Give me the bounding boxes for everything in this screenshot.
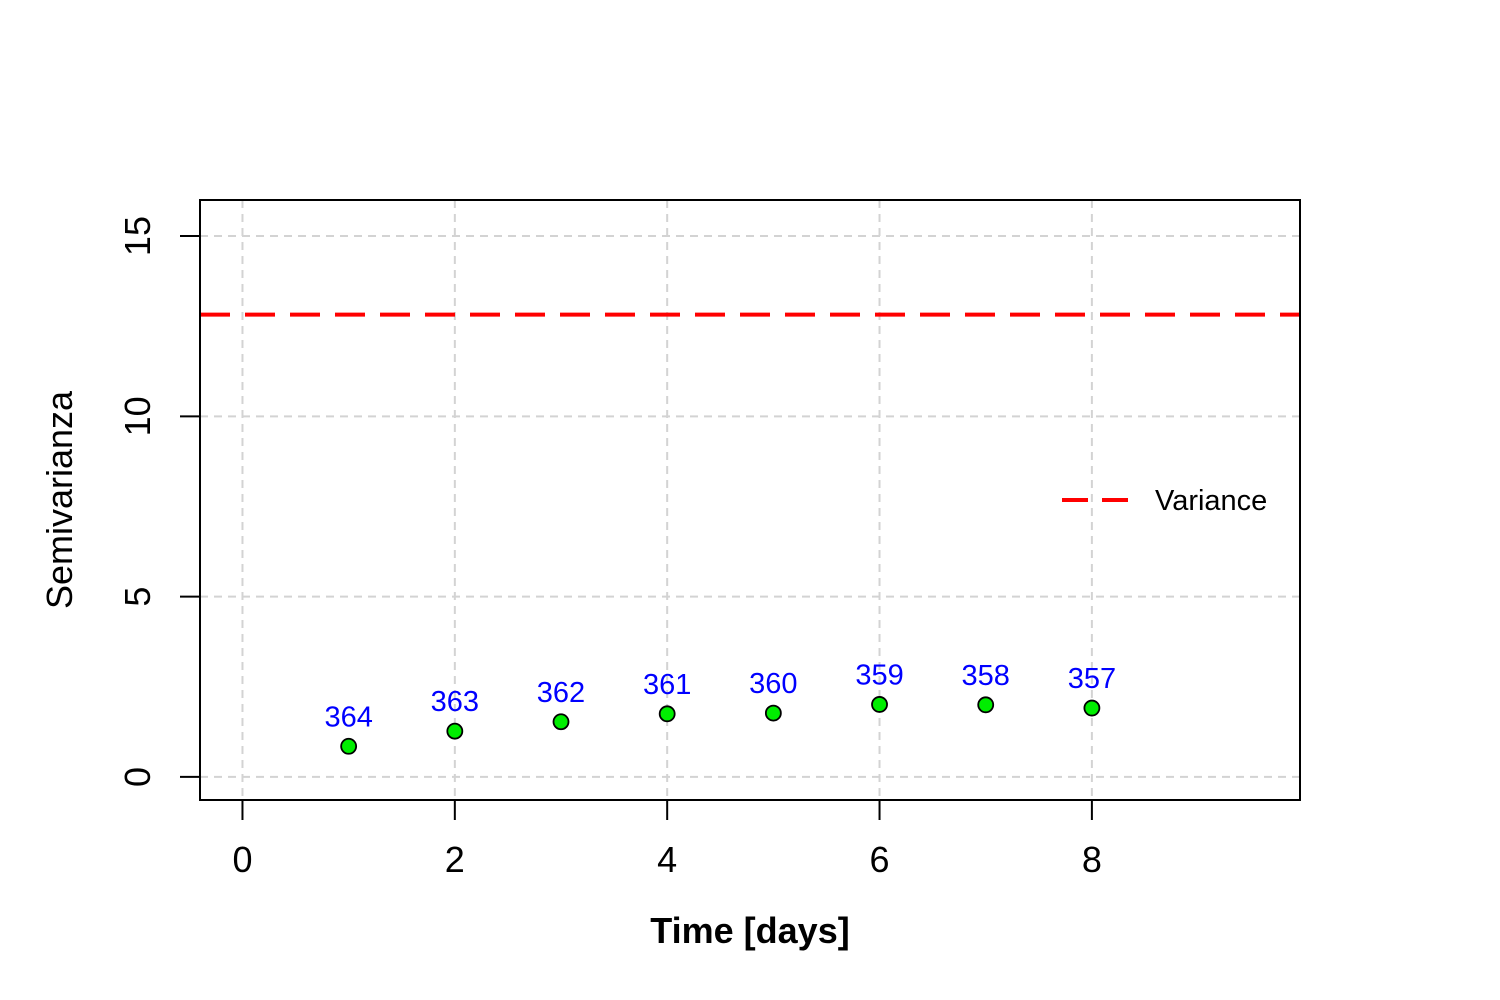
y-tick-label: 15 xyxy=(117,216,158,256)
point-count-label: 362 xyxy=(537,677,585,709)
y-tick-label: 10 xyxy=(117,396,158,436)
point-count-label: 363 xyxy=(431,686,479,718)
data-point xyxy=(871,696,888,713)
y-axis: 0 5 10 15 xyxy=(117,216,201,787)
x-tick-label: 0 xyxy=(232,839,252,880)
point-count-label: 360 xyxy=(749,668,797,700)
legend: Variance xyxy=(1062,485,1267,517)
y-tick-label: 0 xyxy=(117,767,158,787)
data-point xyxy=(658,705,676,723)
data-point xyxy=(764,704,782,722)
data-point xyxy=(340,737,358,755)
x-axis: 0 2 4 6 8 xyxy=(232,799,1102,880)
legend-label: Variance xyxy=(1155,485,1267,517)
x-tick-label: 8 xyxy=(1082,839,1102,880)
grid xyxy=(200,200,1300,800)
point-count-label: 361 xyxy=(643,669,691,701)
data-point xyxy=(977,696,995,714)
x-axis-title: Time [days] xyxy=(650,910,849,951)
data-points xyxy=(340,696,1101,755)
y-tick-label: 5 xyxy=(117,587,158,607)
point-count-label: 364 xyxy=(324,701,372,733)
x-tick-label: 4 xyxy=(657,839,677,880)
point-count-label: 357 xyxy=(1068,663,1116,695)
y-axis-title: Semivarianza xyxy=(39,390,80,609)
point-count-label: 358 xyxy=(962,660,1010,692)
data-point xyxy=(552,713,570,731)
point-labels: 364 363 362 361 360 359 358 357 xyxy=(324,659,1116,733)
x-tick-label: 2 xyxy=(445,839,465,880)
point-count-label: 359 xyxy=(855,659,903,691)
x-tick-label: 6 xyxy=(870,839,890,880)
data-point xyxy=(1083,699,1101,717)
data-point xyxy=(446,722,464,740)
